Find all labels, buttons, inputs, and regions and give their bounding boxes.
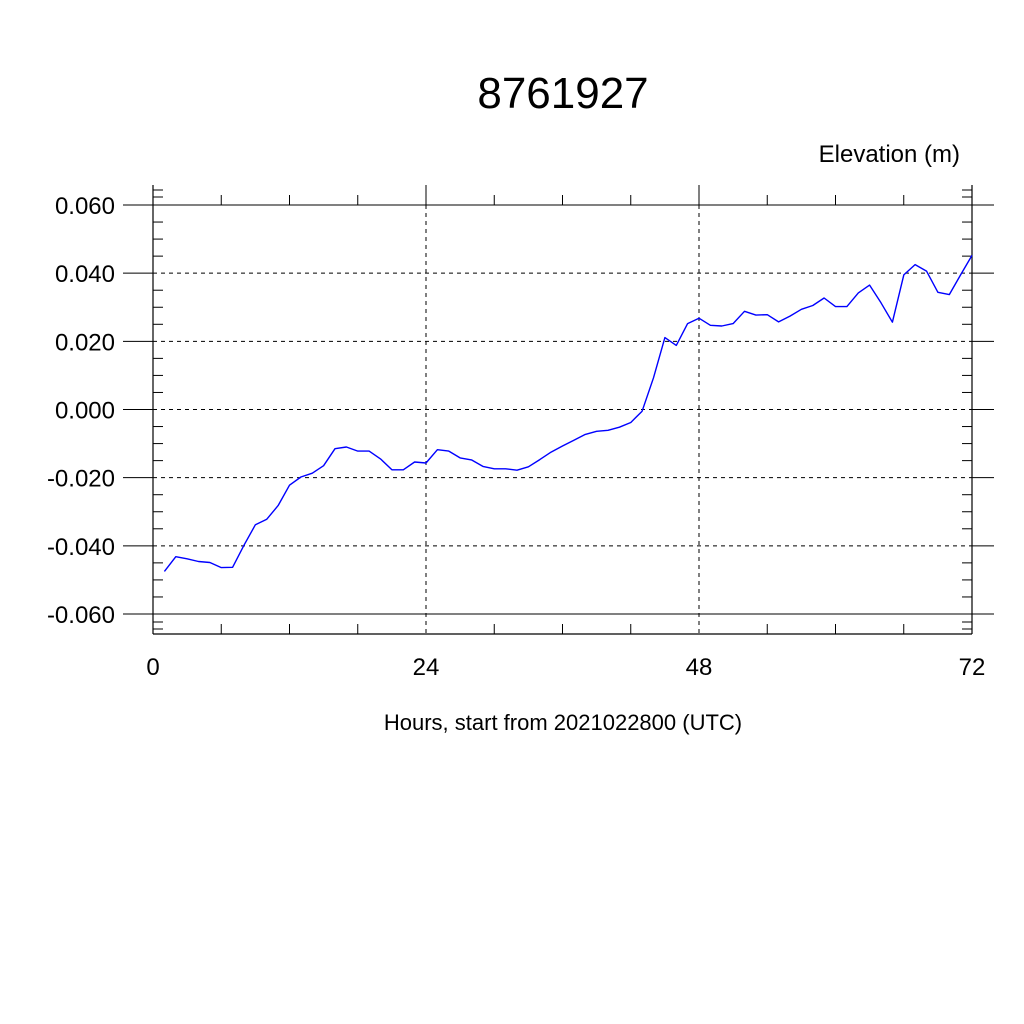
y-tick-label: 0.040 [55, 261, 115, 288]
major-ticks [123, 185, 994, 615]
series-layer [163, 255, 973, 572]
y-tick-label: 0.020 [55, 329, 115, 356]
y-tick-label: -0.060 [47, 602, 115, 629]
y-tick-label: -0.040 [47, 534, 115, 561]
x-tick-label: 48 [686, 654, 713, 681]
x-tick-labels: 0 24 48 72 [146, 654, 985, 681]
y-axis-label: Elevation (m) [819, 141, 960, 168]
chart-title: 8761927 [477, 69, 648, 118]
x-tick-label: 24 [413, 654, 440, 681]
y-tick-label: -0.020 [47, 466, 115, 493]
elevation-series-line [163, 255, 973, 572]
x-axis-label: Hours, start from 2021022800 (UTC) [384, 710, 742, 735]
minor-ticks [153, 189, 972, 634]
gridlines [152, 185, 973, 635]
x-tick-label: 0 [146, 654, 159, 681]
x-tick-label: 72 [959, 654, 986, 681]
y-tick-label: 0.060 [55, 193, 115, 220]
y-tick-labels: 0.060 0.040 0.020 0.000 -0.020 -0.040 -0.060 [47, 193, 115, 629]
y-tick-label: 0.000 [55, 398, 115, 425]
